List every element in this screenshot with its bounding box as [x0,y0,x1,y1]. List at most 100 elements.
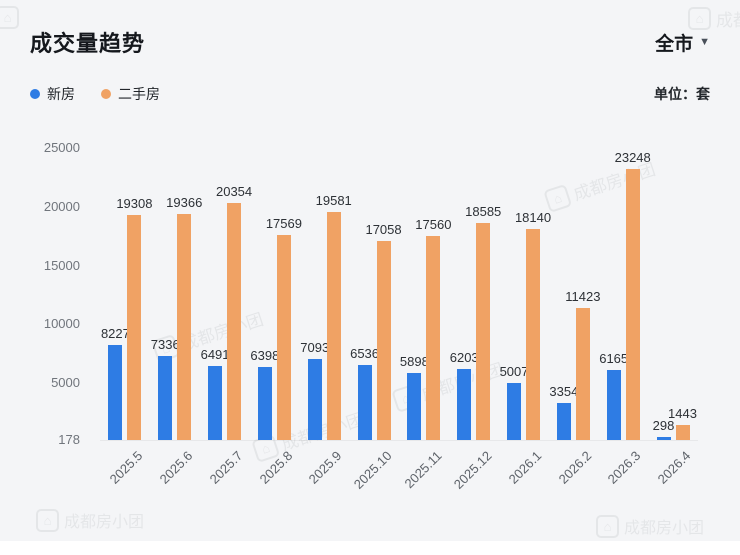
bar-second-hand[interactable] [526,229,541,440]
x-axis-label: 2026.3 [605,448,644,487]
legend-dot-second-hand-icon [101,89,111,99]
bar-second-hand[interactable] [376,241,391,440]
region-selector[interactable]: 全市 ▼ [655,29,710,56]
x-axis-label: 2026.1 [505,448,545,487]
brand-watermark: ⌂ 成都房小团 [36,508,144,532]
bar-group: 6165 23248 2026.3 [598,148,651,487]
brand-logo-icon: ⌂ [0,6,19,29]
bar-wrap: 6491 [201,148,230,440]
bar-new-home[interactable] [208,366,223,440]
bar-new-home[interactable] [606,370,621,440]
bar-pair: 5898 17560 [400,148,451,440]
bar-second-hand[interactable] [426,236,441,440]
bar-pair: 6165 23248 [599,148,651,440]
bar-wrap: 298 [653,148,674,440]
legend-item-new-home[interactable]: 新房 [30,84,75,104]
legend-item-second-hand[interactable]: 二手房 [101,84,160,104]
bar-value-label: 6398 [250,348,280,363]
region-selector-value: 全市 [655,33,694,55]
y-axis: 25000 20000 15000 10000 5000 178 [0,140,90,447]
bar-wrap: 5007 [500,148,528,440]
bar-wrap: 17560 [415,148,451,440]
bar-new-home[interactable] [357,365,372,440]
x-axis-label: 2025.10 [350,448,395,492]
bar-new-home[interactable] [507,383,522,440]
x-axis-label: 2026.2 [555,448,594,487]
bar-second-hand[interactable] [476,223,491,440]
bar-pair: 6398 17569 [250,148,302,440]
chevron-down-icon: ▼ [699,35,710,48]
bar-value-label: 17560 [415,217,452,232]
bar-wrap: 8227 [101,148,130,440]
x-axis-label: 2025.11 [401,448,445,492]
y-axis-tick-label: 178 [58,432,80,447]
bar-group: 7336 19366 2025.6 [150,148,203,487]
bar-new-home[interactable] [457,369,472,440]
bar-wrap: 19308 [116,148,152,440]
bar-value-label: 7093 [300,340,330,355]
bar-value-label: 5007 [499,364,529,379]
bar-wrap: 6203 [450,148,479,440]
bar-wrap: 3354 [549,148,578,440]
unit-label: 单位：套 [654,86,710,102]
bar-group: 3354 11423 2026.2 [548,148,600,487]
bar-pair: 3354 11423 [549,148,600,440]
x-axis-label: 2025.12 [450,448,495,492]
brand-logo-icon: ⌂ [36,508,59,532]
bar-wrap: 18140 [515,148,551,440]
bar-wrap: 19581 [316,148,352,440]
x-axis-label: 2025.5 [106,448,146,487]
bar-value-label: 6203 [449,350,479,365]
bar-group: 8227 19308 2025.5 [100,148,153,487]
bar-second-hand[interactable] [575,308,590,440]
bar-group: 5007 18140 2026.1 [499,148,552,487]
bar-new-home[interactable] [158,356,173,440]
bar-value-label: 6165 [599,351,629,366]
bar-group: 6536 17058 2025.10 [349,148,402,492]
brand-watermark-text: 成都房小团 [716,11,740,30]
bar-second-hand[interactable] [127,215,142,440]
bar-new-home[interactable] [407,373,422,440]
page-title: 成交量趋势 [30,31,146,56]
bar-second-hand[interactable] [675,425,690,440]
bar-group: 7093 19581 2025.9 [299,148,352,487]
bar-value-label: 18585 [465,204,502,219]
bar-new-home[interactable] [307,359,322,440]
bar-wrap: 18585 [465,148,501,440]
bar-value-label: 17569 [265,216,302,231]
bar-value-label: 6491 [200,347,230,362]
bar-wrap: 1443 [668,148,697,440]
legend-row: 新房 二手房 单位：套 [30,84,710,104]
x-axis-label: 2025.9 [306,448,345,487]
bar-wrap: 11423 [565,148,600,440]
bar-new-home[interactable] [656,437,671,440]
bar-pair: 5007 18140 [500,148,551,440]
y-axis-tick-label: 5000 [51,375,80,391]
bar-second-hand[interactable] [276,235,291,440]
bar-second-hand[interactable] [625,169,640,440]
bar-wrap: 5898 [400,148,429,440]
bar-wrap: 17058 [365,148,402,440]
bar-pair: 6536 17058 [350,148,402,440]
bar-wrap: 6536 [350,148,379,440]
y-axis-tick-label: 20000 [43,198,80,214]
bottom-strip [0,541,740,555]
bar-value-label: 23248 [614,150,651,165]
y-axis-tick-label: 15000 [43,257,80,273]
x-axis-label: 2025.6 [156,448,196,487]
bar-new-home[interactable] [108,345,123,440]
bar-second-hand[interactable] [227,203,242,440]
y-axis-tick-label: 25000 [43,140,80,155]
bar-new-home[interactable] [556,403,571,440]
bar-pair: 7336 19366 [151,148,202,440]
bar-group: 6203 18585 2025.12 [449,148,502,492]
bar-new-home[interactable] [257,367,272,440]
bar-group: 6491 20354 2025.7 [200,148,253,487]
bar-second-hand[interactable] [326,212,341,440]
bar-group: 5898 17560 2025.11 [399,148,452,491]
plot-area: 8227 19308 2025.5 7336 19366 2025.6 6491 20354 2… [100,148,698,492]
bar-value-label: 5898 [399,354,429,369]
x-axis-label: 2025.8 [256,448,296,487]
bar-second-hand[interactable] [177,214,192,440]
